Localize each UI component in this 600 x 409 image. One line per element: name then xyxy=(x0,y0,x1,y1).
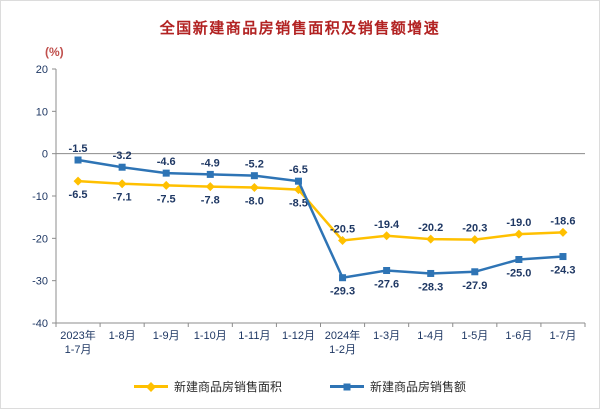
y-tick-label: -40 xyxy=(32,318,48,330)
data-point-marker xyxy=(250,172,258,180)
data-point-marker xyxy=(382,231,392,241)
data-label: -4.9 xyxy=(201,157,220,169)
y-tick-label: -30 xyxy=(32,276,48,288)
data-point-marker xyxy=(118,163,126,171)
data-point-marker xyxy=(427,269,435,277)
legend-label-sales-area: 新建商品房销售面积 xyxy=(173,380,282,394)
data-label: -25.0 xyxy=(506,268,531,280)
data-point-marker xyxy=(117,179,127,189)
y-tick-label: 10 xyxy=(36,106,48,118)
legend-line-blue xyxy=(330,383,364,390)
x-axis-label: 1-9月 xyxy=(153,330,180,342)
data-point-marker xyxy=(426,234,436,244)
data-point-marker xyxy=(514,229,524,239)
data-label: -19.4 xyxy=(374,219,400,231)
data-point-marker xyxy=(162,169,170,177)
data-label: -6.5 xyxy=(69,189,88,201)
data-label: -7.5 xyxy=(157,193,176,205)
square-marker-icon xyxy=(343,383,351,390)
data-label: -20.5 xyxy=(330,223,355,235)
diamond-marker-icon xyxy=(146,381,156,392)
x-axis-label: 1-3月 xyxy=(373,330,400,342)
data-point-marker xyxy=(515,256,523,263)
data-point-marker xyxy=(73,176,83,186)
chart-legend: 新建商品房销售面积 新建商品房销售额 xyxy=(1,378,599,395)
data-label: -6.5 xyxy=(289,164,308,176)
data-point-marker xyxy=(559,253,567,261)
x-axis-label: 1-10月 xyxy=(194,330,227,342)
data-point-marker xyxy=(339,274,347,282)
data-label: -27.9 xyxy=(462,280,487,292)
x-axis-label: 1-12月 xyxy=(282,330,315,342)
data-point-marker xyxy=(294,177,302,185)
chart-title: 全国新建商品房销售面积及销售额增速 xyxy=(159,20,441,37)
y-tick-label: 0 xyxy=(42,149,48,161)
x-axis-label: 2023年 xyxy=(60,328,95,342)
legend-item-sales-area: 新建商品房销售面积 xyxy=(133,378,282,395)
data-label: -1.5 xyxy=(69,143,88,155)
data-label: -19.0 xyxy=(506,217,531,229)
data-label: -27.6 xyxy=(374,279,399,291)
x-axis-label: 1-7月 xyxy=(65,344,92,356)
data-point-marker xyxy=(206,170,214,178)
data-point-marker xyxy=(249,183,259,193)
series-line-0 xyxy=(77,179,564,242)
legend-line-yellow xyxy=(133,381,168,392)
data-label: -4.6 xyxy=(157,156,176,168)
y-tick-label: 20 xyxy=(36,64,48,76)
data-label: -20.2 xyxy=(418,222,443,234)
data-point-marker xyxy=(161,180,171,190)
data-point-marker xyxy=(471,268,479,276)
x-axis-label: 1-5月 xyxy=(461,330,488,342)
data-label: -29.3 xyxy=(330,286,355,298)
data-label: -8.0 xyxy=(245,196,264,208)
x-axis-label: 2024年 xyxy=(325,328,360,342)
data-label: -7.8 xyxy=(201,195,220,207)
legend-label-sales-value: 新建商品房销售额 xyxy=(370,380,467,394)
line-chart: 20 10 0 -10 -20 -30 -40 2023年 1-7月 1-8月 1-9月 1-10月 1… xyxy=(32,64,586,356)
legend-item-sales-value: 新建商品房销售额 xyxy=(330,378,466,395)
x-axis-label: 1-7月 xyxy=(550,330,577,342)
data-label: -20.3 xyxy=(462,223,487,235)
data-label: -7.1 xyxy=(113,192,132,204)
data-label: -28.3 xyxy=(418,281,443,293)
x-axis-label: 1-11月 xyxy=(238,330,270,342)
x-axis-label: 1-4月 xyxy=(417,330,444,342)
data-point-marker xyxy=(74,156,82,164)
data-label: -5.2 xyxy=(245,159,264,171)
x-axis-label: 1-6月 xyxy=(505,330,532,342)
data-point-marker xyxy=(470,235,480,245)
data-label: -24.3 xyxy=(550,265,575,277)
data-label: -3.2 xyxy=(113,150,132,162)
data-point-marker xyxy=(383,267,391,275)
series-line-1 xyxy=(77,158,564,280)
y-tick-label: -20 xyxy=(32,233,48,245)
data-label: -18.6 xyxy=(550,215,575,227)
x-axis-label: 1-8月 xyxy=(109,330,136,342)
data-point-marker xyxy=(338,235,348,245)
x-axis-label: 1-2月 xyxy=(329,344,356,356)
y-tick-label: -10 xyxy=(32,191,48,203)
data-point-marker xyxy=(558,227,568,237)
data-point-marker xyxy=(205,182,215,192)
y-axis-unit-label: (%) xyxy=(45,45,64,59)
data-label: -8.5 xyxy=(289,198,308,210)
